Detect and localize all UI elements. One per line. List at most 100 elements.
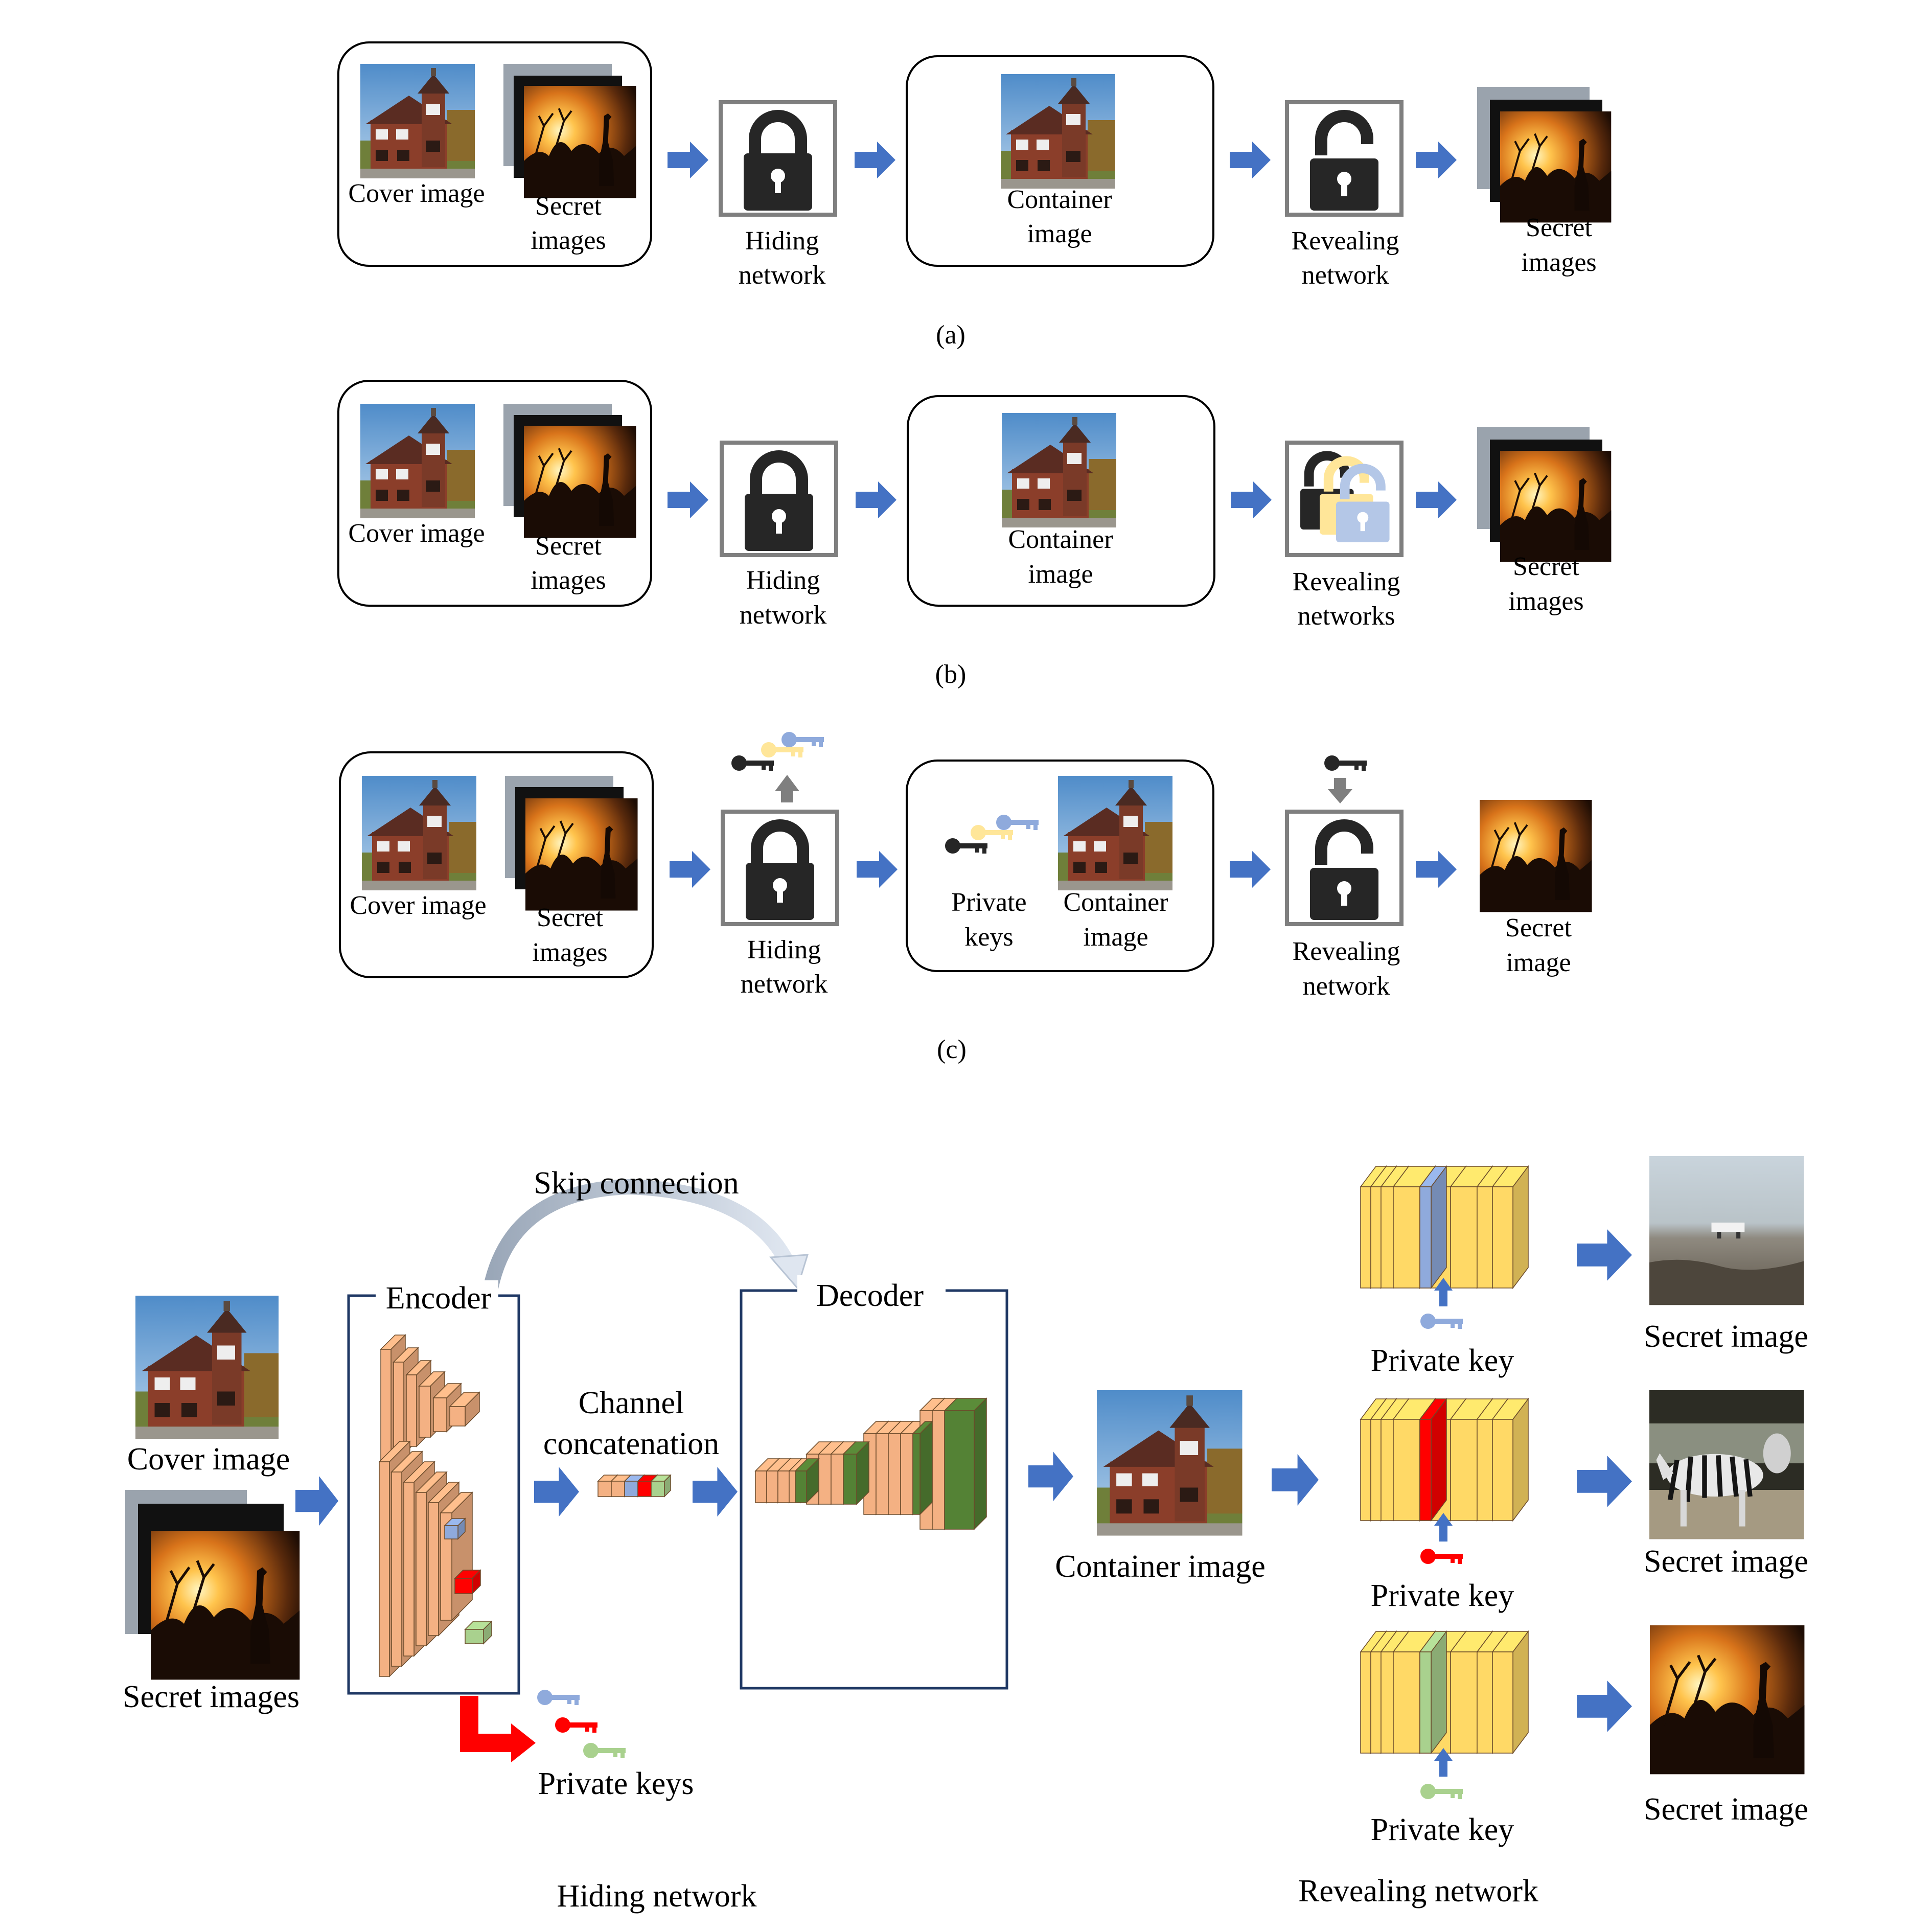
secret-image-label-3: Secret image bbox=[1644, 1792, 1808, 1827]
container-image-thumb bbox=[1058, 776, 1172, 890]
enc-bot-slab-0-front bbox=[379, 1461, 390, 1677]
dec-slab-10-front bbox=[900, 1433, 913, 1515]
private-key-label-1: Private key bbox=[1371, 1343, 1514, 1378]
private-key-label-3: Private key bbox=[1371, 1812, 1514, 1847]
rev-0-key-slab-side bbox=[1431, 1165, 1447, 1290]
rev-1-slab-2-front bbox=[1381, 1419, 1394, 1521]
secret-image-thumb bbox=[151, 1531, 300, 1680]
rev-2-slab-7-front bbox=[1492, 1651, 1513, 1754]
enc-top-slab-5-front bbox=[449, 1406, 466, 1427]
dec-green-3-front bbox=[912, 1433, 921, 1515]
container-label-2: image bbox=[1083, 923, 1148, 952]
hiding-label-1: Hiding bbox=[746, 566, 820, 595]
container-image-thumb bbox=[1001, 74, 1115, 189]
key-red-icon bbox=[555, 1717, 597, 1733]
private-keys-arrow bbox=[460, 1696, 516, 1752]
secret-label: Secret images bbox=[123, 1680, 300, 1714]
revealing-label-2: networks bbox=[1298, 602, 1395, 631]
caption-a: (a) bbox=[936, 320, 965, 350]
revealing-label-1: Revealing bbox=[1293, 937, 1400, 966]
output-secret-thumb bbox=[1479, 799, 1593, 913]
caption-c: (c) bbox=[937, 1035, 967, 1064]
rev-0-slab-2-front bbox=[1381, 1186, 1394, 1289]
rev-2-key-slab-side bbox=[1431, 1630, 1447, 1755]
private-keys-label: Private keys bbox=[538, 1766, 694, 1801]
dec-green-2-front bbox=[843, 1454, 857, 1505]
output-label-1: Secret bbox=[1505, 913, 1572, 942]
container-label-1: Container bbox=[1007, 185, 1112, 214]
enc-top-slab-1-front bbox=[393, 1362, 404, 1455]
key-green-icon bbox=[583, 1743, 626, 1758]
secret-label-2: images bbox=[532, 938, 607, 967]
concat-cell-0-front bbox=[597, 1481, 612, 1497]
secret-label-1: Secret bbox=[535, 192, 602, 221]
enc-cube-green-front bbox=[465, 1629, 484, 1644]
decoder-label: Decoder bbox=[816, 1278, 924, 1313]
key-arrow-up-1 bbox=[1434, 1278, 1453, 1306]
key-green-icon bbox=[1420, 1784, 1463, 1799]
arrow bbox=[855, 142, 895, 178]
revealing-network-title: Revealing network bbox=[1298, 1874, 1538, 1908]
revealing-label-1: Revealing bbox=[1292, 226, 1399, 256]
rev-0-key-slab-front bbox=[1419, 1186, 1432, 1289]
container-image-thumb bbox=[1097, 1390, 1243, 1536]
arrow bbox=[668, 481, 708, 518]
arrow bbox=[1230, 142, 1271, 178]
encoder-label-bg bbox=[376, 1280, 498, 1311]
dec-green-4-side bbox=[974, 1397, 987, 1530]
output-label-2: image bbox=[1506, 948, 1571, 977]
key-red-icon bbox=[1420, 1549, 1463, 1564]
enc-cube-red-front bbox=[454, 1578, 473, 1594]
private-key-label-2: Private key bbox=[1371, 1578, 1514, 1613]
cover-label: Cover image bbox=[348, 519, 485, 548]
secret-label-2: images bbox=[531, 226, 606, 255]
output-label-2: images bbox=[1521, 248, 1596, 277]
hiding-label-2: network bbox=[740, 601, 826, 630]
dec-slab-9-front bbox=[888, 1433, 901, 1515]
output-label-1: Secret bbox=[1526, 213, 1592, 242]
skip-connection-arrow bbox=[483, 1179, 795, 1296]
concat-cell-1-front bbox=[611, 1481, 625, 1497]
dec-slab-1-front bbox=[766, 1470, 778, 1503]
container-label: Container image bbox=[1055, 1549, 1265, 1584]
enc-bot-slab-2-front bbox=[403, 1482, 415, 1657]
hiding-network-title: Hiding network bbox=[557, 1879, 757, 1914]
arrow bbox=[1028, 1452, 1073, 1502]
dec-slab-5-front bbox=[818, 1454, 832, 1505]
arrow bbox=[534, 1467, 579, 1517]
rev-0-slab-7-side bbox=[1512, 1165, 1529, 1290]
rev-2-slab-3-front bbox=[1393, 1651, 1420, 1754]
channel-concat-label-2: concatenation bbox=[543, 1427, 719, 1461]
key-yellow-icon bbox=[761, 742, 803, 757]
rev-1-slab-5-front bbox=[1450, 1419, 1478, 1521]
dec-slab-12-front bbox=[932, 1410, 945, 1530]
output-zebra-thumb bbox=[1649, 1390, 1804, 1539]
concat-cell-4-front bbox=[651, 1481, 665, 1497]
concat-cell-2-front bbox=[624, 1481, 638, 1497]
enc-top-slab-2-front bbox=[406, 1374, 417, 1447]
secret-image-label-1: Secret image bbox=[1644, 1319, 1808, 1354]
dec-slab-8-front bbox=[876, 1433, 889, 1515]
output-label-1: Secret bbox=[1513, 552, 1579, 581]
rev-0-slab-3-front bbox=[1393, 1186, 1420, 1289]
revealing-label-2: network bbox=[1303, 972, 1390, 1001]
encoder-label: Encoder bbox=[386, 1281, 492, 1316]
arrow bbox=[668, 142, 708, 178]
arrow bbox=[693, 1467, 738, 1517]
dec-green-3-side bbox=[919, 1420, 933, 1515]
arrow bbox=[295, 1476, 338, 1526]
rev-0-slab-6-front bbox=[1477, 1186, 1493, 1289]
hiding-label-1: Hiding bbox=[747, 935, 821, 964]
key-arrow-up-2 bbox=[1434, 1513, 1453, 1542]
container-label-1: Container bbox=[1063, 888, 1168, 917]
output-giraffe-thumb bbox=[1650, 1625, 1804, 1774]
hiding-label-2: network bbox=[739, 261, 825, 290]
rev-2-slab-1-front bbox=[1370, 1651, 1382, 1754]
enc-bot-slab-3-front bbox=[416, 1492, 427, 1646]
enc-bot-slab-4-front bbox=[428, 1502, 439, 1636]
key-arrow-up-3 bbox=[1434, 1748, 1453, 1777]
arrow bbox=[857, 851, 898, 888]
secret-image-label-2: Secret image bbox=[1644, 1544, 1808, 1579]
rev-0-slab-0-front bbox=[1360, 1186, 1371, 1289]
revealing-network-blocks bbox=[1360, 1165, 1529, 1755]
